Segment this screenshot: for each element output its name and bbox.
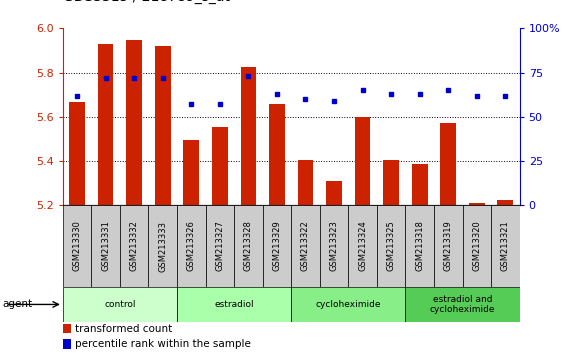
Bar: [377, 205, 405, 287]
Text: GSM213324: GSM213324: [358, 221, 367, 272]
Text: percentile rank within the sample: percentile rank within the sample: [75, 339, 251, 349]
Bar: [463, 205, 491, 287]
Bar: [69, 102, 85, 205]
Bar: [491, 205, 520, 287]
Bar: [212, 127, 228, 205]
Bar: [440, 124, 456, 205]
Bar: [297, 160, 313, 205]
Text: GDS3315 / 218789_s_at: GDS3315 / 218789_s_at: [63, 0, 230, 4]
Text: GSM213320: GSM213320: [472, 221, 481, 272]
Bar: [269, 103, 285, 205]
Text: transformed count: transformed count: [75, 324, 172, 334]
Text: agent: agent: [3, 299, 33, 309]
Text: estradiol: estradiol: [214, 300, 254, 309]
Text: GSM213328: GSM213328: [244, 221, 253, 272]
Text: control: control: [104, 300, 136, 309]
Bar: [63, 287, 177, 322]
Text: GSM213322: GSM213322: [301, 221, 310, 272]
Bar: [348, 205, 377, 287]
Bar: [405, 287, 520, 322]
Text: cycloheximide: cycloheximide: [316, 300, 381, 309]
Text: GSM213327: GSM213327: [215, 221, 224, 272]
Bar: [412, 164, 428, 205]
Text: GSM213325: GSM213325: [387, 221, 396, 272]
Bar: [177, 287, 291, 322]
Bar: [63, 339, 71, 349]
Text: GSM213321: GSM213321: [501, 221, 510, 272]
Text: GSM213333: GSM213333: [158, 221, 167, 272]
Bar: [63, 324, 71, 333]
Bar: [326, 181, 342, 205]
Bar: [98, 44, 114, 205]
Bar: [291, 287, 405, 322]
Bar: [177, 205, 206, 287]
Bar: [355, 117, 371, 205]
Text: GSM213332: GSM213332: [130, 221, 139, 272]
Text: GSM213326: GSM213326: [187, 221, 196, 272]
Text: GSM213319: GSM213319: [444, 221, 453, 272]
Text: GSM213323: GSM213323: [329, 221, 339, 272]
Bar: [320, 205, 348, 287]
Text: GSM213330: GSM213330: [73, 221, 82, 272]
Bar: [206, 205, 234, 287]
Bar: [234, 205, 263, 287]
Bar: [434, 205, 463, 287]
Bar: [469, 203, 485, 205]
Bar: [383, 160, 399, 205]
Bar: [263, 205, 291, 287]
Bar: [155, 46, 171, 205]
Bar: [240, 67, 256, 205]
Bar: [120, 205, 148, 287]
Bar: [291, 205, 320, 287]
Bar: [148, 205, 177, 287]
Bar: [497, 200, 513, 205]
Bar: [183, 140, 199, 205]
Text: GSM213331: GSM213331: [101, 221, 110, 272]
Bar: [126, 40, 142, 205]
Bar: [405, 205, 434, 287]
Text: estradiol and
cycloheximide: estradiol and cycloheximide: [430, 295, 495, 314]
Text: GSM213318: GSM213318: [415, 221, 424, 272]
Bar: [91, 205, 120, 287]
Bar: [63, 205, 91, 287]
Text: GSM213329: GSM213329: [272, 221, 282, 272]
